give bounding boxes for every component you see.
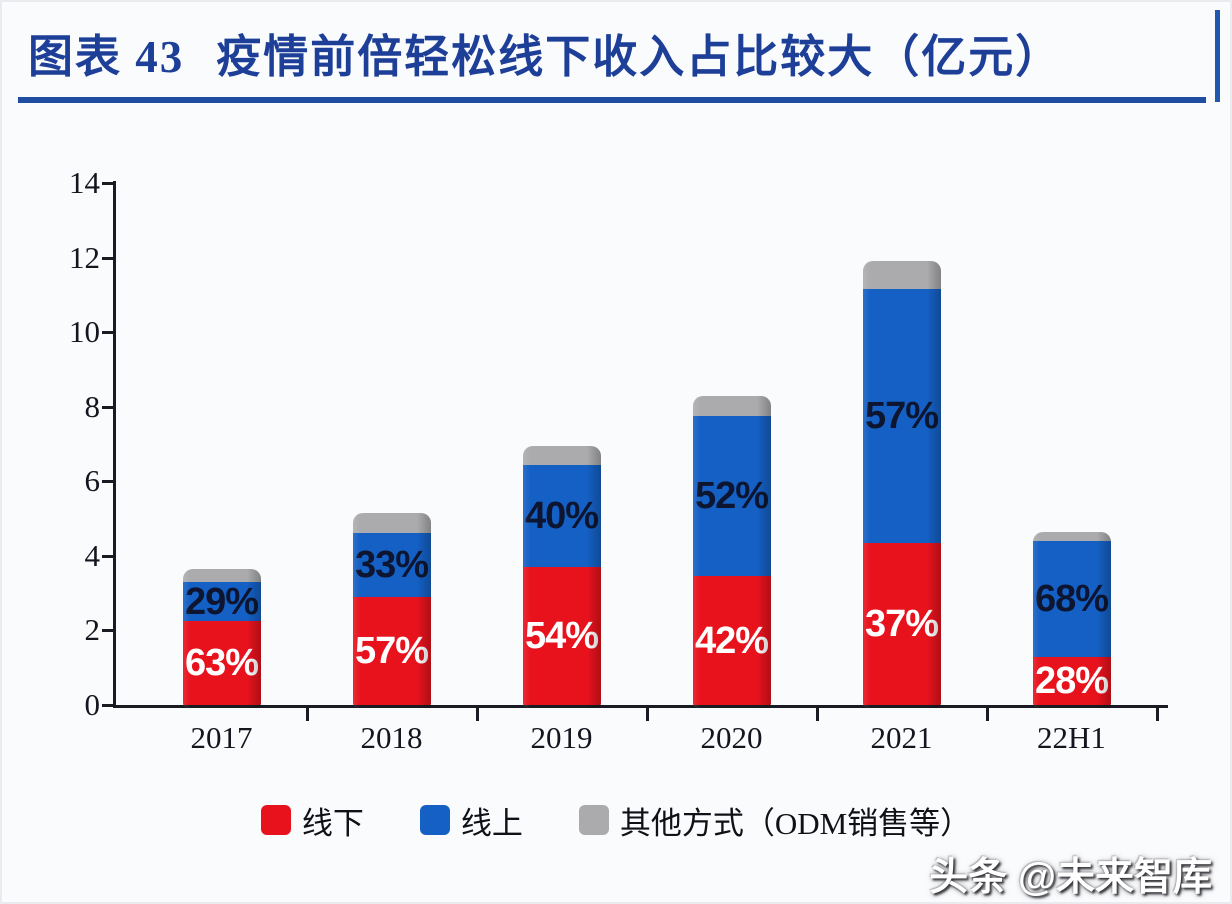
bar-2020-online-pct-label: 52% — [694, 475, 769, 518]
y-tick-label: 10 — [69, 314, 100, 350]
y-tick-label: 8 — [84, 388, 101, 424]
bar-2021-offline-segment: 37% — [862, 542, 941, 705]
bar-2017-online-pct-label: 29% — [184, 580, 259, 623]
y-tick-label: 14 — [69, 164, 100, 200]
page-title: 疫情前倍轻松线下收入占比较大（亿元） — [216, 32, 1063, 82]
bar-2017-offline-pct-label: 63% — [184, 642, 259, 685]
x-axis-tick — [1155, 708, 1159, 721]
legend-swatch-online — [419, 805, 450, 835]
y-tick-label: 2 — [84, 612, 101, 648]
bar-2019-offline-segment: 54% — [522, 567, 601, 705]
bar-2021: 57% 37% — [862, 261, 941, 708]
bar-2017-other-segment — [182, 568, 261, 582]
y-tick-label: 4 — [84, 537, 101, 573]
x-axis-line — [113, 705, 1168, 708]
bar-2018-online-pct-label: 33% — [354, 544, 429, 587]
y-axis-tick — [102, 256, 113, 260]
x-category-label-2020: 2020 — [700, 720, 763, 755]
y-axis-tick — [102, 629, 113, 633]
right-accent-line — [1215, 10, 1220, 102]
bar-2017-offline-segment: 63% — [182, 621, 261, 705]
y-axis-tick — [102, 181, 113, 185]
bar-2017: 29% 63% — [182, 568, 261, 708]
figure-number: 图表 43 — [28, 32, 185, 82]
legend-label-other: 其他方式（ODM销售等） — [619, 805, 972, 841]
bar-2017-online-segment: 29% — [182, 580, 261, 623]
bar-2018-offline-pct-label: 57% — [354, 629, 429, 672]
bar-2020-online-segment: 52% — [692, 416, 771, 577]
y-axis-tick — [102, 331, 113, 335]
legend-item-online: 线上 — [419, 798, 523, 843]
bar-2018-other-segment — [352, 512, 431, 534]
x-axis-tick — [985, 708, 989, 721]
bar-2020-offline-pct-label: 42% — [694, 619, 769, 662]
bar-2020: 52% 42% — [692, 395, 771, 708]
legend-label-online: 线上 — [460, 805, 523, 841]
bar-22H1-other-segment — [1032, 531, 1111, 541]
title-divider — [18, 97, 1206, 103]
legend-item-offline: 线下 — [260, 798, 364, 843]
x-category-label-2018: 2018 — [360, 720, 423, 755]
bar-2019-online-pct-label: 40% — [524, 494, 599, 537]
legend-swatch-other — [578, 805, 609, 835]
x-category-label-22H1: 22H1 — [1037, 720, 1106, 755]
bar-22H1-online-pct-label: 68% — [1034, 577, 1109, 620]
y-axis-tick — [102, 405, 113, 409]
bar-2020-offline-segment: 42% — [692, 576, 771, 705]
bar-2021-online-segment: 57% — [862, 289, 941, 543]
x-axis-tick — [645, 708, 649, 721]
bar-22H1: 68% 28% — [1032, 531, 1111, 708]
bar-2019-online-segment: 40% — [522, 464, 601, 568]
bar-22H1-online-segment: 68% — [1032, 540, 1111, 657]
legend-item-other: 其他方式（ODM销售等） — [578, 798, 972, 843]
y-axis-tick — [102, 554, 113, 558]
bar-2019-other-segment — [522, 445, 601, 465]
bar-2018-online-segment: 33% — [352, 533, 431, 597]
y-tick-label: 12 — [69, 239, 100, 275]
legend-label-offline: 线下 — [301, 805, 364, 841]
bar-2020-other-segment — [692, 395, 771, 417]
legend: 线下 线上 其他方式（ODM销售等） — [0, 797, 1232, 843]
watermark: 头条 @未来智库 — [929, 856, 1212, 899]
x-axis-tick — [305, 708, 309, 721]
bar-22H1-offline-segment: 28% — [1032, 656, 1111, 705]
bar-2018: 33% 57% — [352, 512, 431, 708]
y-tick-label: 6 — [84, 463, 101, 499]
y-axis-tick — [102, 480, 113, 484]
x-category-label-2021: 2021 — [870, 720, 933, 755]
bar-2021-other-segment — [862, 261, 941, 290]
bar-2019-offline-pct-label: 54% — [524, 615, 599, 657]
bar-22H1-offline-pct-label: 28% — [1034, 659, 1109, 702]
bar-2021-online-pct-label: 57% — [864, 395, 939, 437]
x-axis-tick — [815, 708, 819, 721]
x-axis-tick — [475, 708, 479, 721]
y-axis-line — [113, 181, 116, 708]
x-category-label-2019: 2019 — [530, 720, 593, 755]
bar-2018-offline-segment: 57% — [352, 596, 431, 705]
bar-2019: 40% 54% — [522, 445, 601, 708]
chart-header: 图表 43 疫情前倍轻松线下收入占比较大（亿元） — [28, 20, 1062, 85]
x-category-label-2017: 2017 — [190, 720, 253, 755]
legend-swatch-offline — [260, 805, 291, 835]
y-axis-tick — [102, 704, 113, 707]
y-tick-label: 0 — [84, 687, 101, 722]
bar-2021-offline-pct-label: 37% — [864, 602, 939, 645]
